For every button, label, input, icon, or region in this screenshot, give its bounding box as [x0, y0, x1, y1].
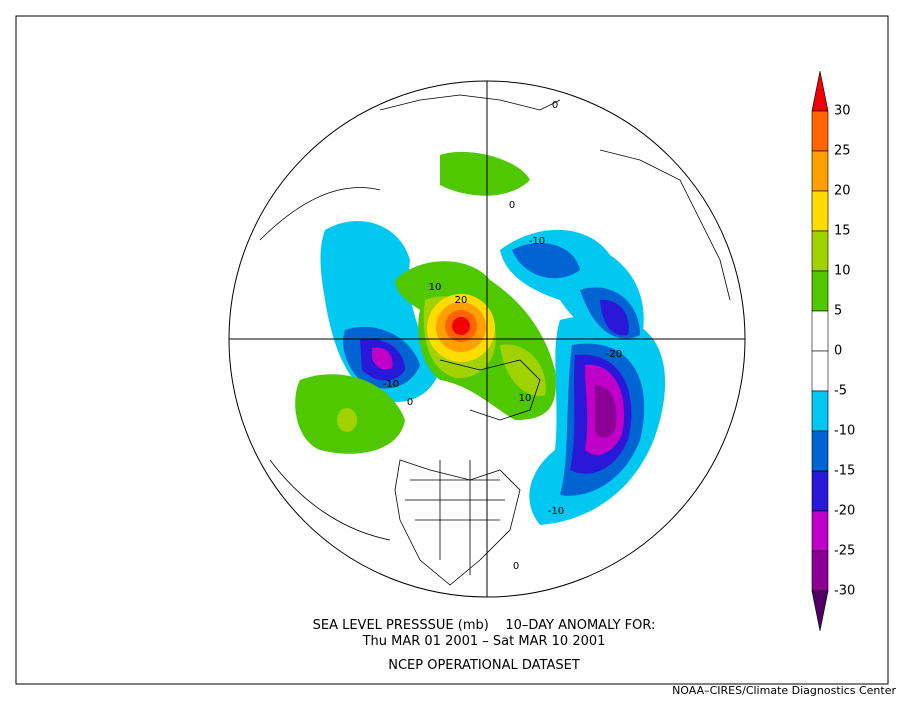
- legend-label: 0: [834, 344, 842, 359]
- legend-swatch: [811, 590, 829, 632]
- anomaly-area: [600, 299, 629, 336]
- contour-label: -10: [529, 236, 545, 247]
- legend-swatch: [811, 190, 829, 232]
- legend-swatch: [811, 110, 829, 152]
- anomaly-area: [337, 408, 357, 432]
- legend-label: 25: [834, 144, 851, 159]
- contour-label: -10: [548, 506, 564, 517]
- title-line: NCEP OPERATIONAL DATASET: [388, 658, 580, 673]
- legend-swatch: [811, 230, 829, 272]
- legend-swatch: [811, 310, 829, 352]
- coastlines: [259, 94, 731, 586]
- legend-label: 30: [834, 104, 851, 119]
- anomaly-area: [512, 242, 580, 279]
- legend-swatch: [811, 430, 829, 472]
- legend-label: 10: [834, 264, 851, 279]
- anomaly-area: [500, 344, 546, 396]
- legend-swatch: [811, 350, 829, 392]
- contour-label: 0: [552, 100, 558, 111]
- anomaly-area: [440, 151, 530, 196]
- legend-swatch: [811, 510, 829, 552]
- anomaly-area: [372, 347, 393, 370]
- contour-label: -10: [383, 379, 399, 390]
- title-line: SEA LEVEL PRESSSUE (mb) 10–DAY ANOMALY F…: [313, 618, 656, 633]
- legend-swatch: [811, 470, 829, 512]
- legend-swatch: [811, 270, 829, 312]
- legend-label: -25: [834, 544, 855, 559]
- legend-swatch: [811, 550, 829, 592]
- legend-label: -10: [834, 424, 855, 439]
- title-line: Thu MAR 01 2001 – Sat MAR 10 2001: [362, 634, 606, 649]
- contour-label: 10: [519, 393, 532, 404]
- legend-swatch: [811, 390, 829, 432]
- contour-label: 0: [513, 561, 519, 572]
- contour-labels: 10 20 -10 -20 -10 10 -10 0 0 0 0: [383, 100, 622, 572]
- color-legend: 30 25 20 15 10 5 0 -5 -10 -15 -20 -25 -30: [811, 70, 855, 632]
- anomaly-area: [452, 317, 470, 335]
- contour-label: -20: [606, 349, 622, 360]
- legend-label: -5: [834, 384, 847, 399]
- legend-label: 20: [834, 184, 851, 199]
- anomaly-area: [595, 385, 617, 438]
- contour-label: 0: [509, 200, 515, 211]
- credit: NOAA–CIRES/Climate Diagnostics Center: [672, 684, 896, 697]
- anomaly-fields: [259, 94, 731, 586]
- legend-label: -15: [834, 464, 855, 479]
- contour-label: 20: [455, 295, 468, 306]
- legend-label: 15: [834, 224, 851, 239]
- legend-label: -20: [834, 504, 855, 519]
- contour-label: 0: [407, 397, 413, 408]
- contour-label: 10: [429, 282, 442, 293]
- legend-label: 5: [834, 304, 842, 319]
- legend-label: -30: [834, 584, 855, 599]
- legend-swatch: [811, 150, 829, 192]
